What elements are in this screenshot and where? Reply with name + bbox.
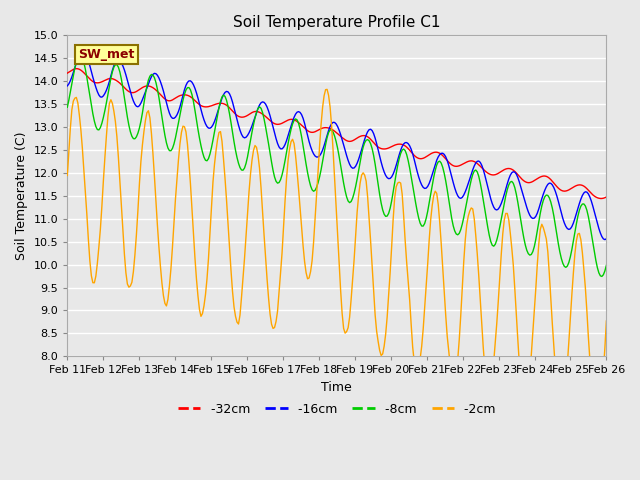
X-axis label: Time: Time <box>321 381 352 394</box>
Text: SW_met: SW_met <box>78 48 134 61</box>
Y-axis label: Soil Temperature (C): Soil Temperature (C) <box>15 132 28 260</box>
Legend:  -32cm,  -16cm,  -8cm,  -2cm: -32cm, -16cm, -8cm, -2cm <box>173 398 500 420</box>
Title: Soil Temperature Profile C1: Soil Temperature Profile C1 <box>233 15 440 30</box>
